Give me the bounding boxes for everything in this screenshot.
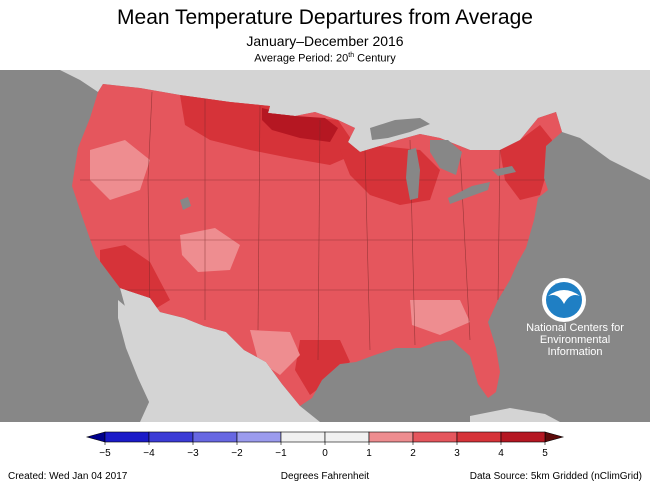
legend-tick-label: 3 — [454, 448, 460, 459]
lake-ontario — [492, 166, 516, 176]
legend-tick-label: −1 — [275, 448, 287, 459]
noaa-gull-icon — [548, 290, 580, 304]
legend-bin — [192, 431, 238, 443]
period-prefix: Average Period: 20 — [254, 52, 349, 65]
red-river-max-departure — [262, 108, 338, 142]
northeast-warm-area — [500, 125, 552, 200]
great-salt-lake — [180, 197, 191, 210]
cuba — [470, 408, 560, 422]
map-title: Mean Temperature Departures from Average — [117, 6, 533, 29]
temperature-departure-map: NOAA — [0, 70, 650, 422]
baja-peninsula — [118, 300, 160, 404]
color-legend: −5 −4 −3 −2 −1 0 1 2 3 4 5 — [85, 431, 565, 459]
southwest-warm-area — [100, 245, 170, 312]
ncei-line-2: Environmental — [539, 334, 611, 346]
southeast-cooler-area — [410, 300, 470, 335]
legend-tick-label: −4 — [143, 448, 155, 459]
map-subtitle: January–December 2016 — [246, 33, 404, 49]
ncei-line-3: Information — [547, 346, 603, 358]
legend-tick-label: 0 — [322, 448, 328, 459]
northern-plains-warm-band — [180, 95, 360, 165]
legend-tick-label: −2 — [231, 448, 243, 459]
legend-bin — [280, 431, 326, 443]
noaa-logo: NOAA — [542, 278, 586, 322]
legend-tick-label: 2 — [410, 448, 416, 459]
legend-bin — [236, 431, 282, 443]
legend-tick-label: 5 — [542, 448, 548, 459]
legend-bin — [412, 431, 458, 443]
central-rockies-cooler-area — [180, 228, 240, 272]
south-texas-cooler-area — [250, 330, 300, 375]
legend-tick-label: −5 — [99, 448, 111, 459]
legend-low-arrow — [85, 431, 106, 443]
noaa-logo-text: NOAA — [555, 284, 573, 290]
legend-tick-label: 1 — [366, 448, 372, 459]
ncei-name: National Centers for Environmental Infor… — [520, 322, 630, 358]
legend-bin — [368, 431, 414, 443]
legend-bin — [500, 431, 546, 443]
northwest-cooler-area — [90, 140, 150, 200]
data-source: Data Source: 5km Gridded (nClimGrid) — [469, 471, 642, 482]
gulf-coast-warm-area — [295, 340, 350, 395]
period-superscript: th — [348, 52, 355, 59]
canada-landmass — [60, 70, 650, 180]
legend-bin — [324, 431, 370, 443]
lake-huron — [430, 140, 462, 175]
created-date: Created: Wed Jan 04 2017 — [8, 471, 128, 482]
lake-michigan — [406, 148, 420, 200]
lake-superior — [370, 118, 430, 140]
legend-units: Degrees Fahrenheit — [280, 471, 370, 482]
legend-bin — [148, 431, 194, 443]
legend-tick-label: 4 — [498, 448, 504, 459]
period-suffix: Century — [354, 52, 396, 65]
legend-bin — [456, 431, 502, 443]
legend-tick-label: −3 — [187, 448, 199, 459]
state-borders — [80, 91, 550, 361]
average-period: Average Period: 20th Century — [0, 52, 650, 65]
ncei-line-1: National Centers for — [526, 322, 624, 334]
lake-erie — [448, 182, 490, 204]
legend-high-arrow — [544, 431, 565, 443]
mexico-landmass — [120, 288, 320, 422]
legend-bin — [104, 431, 150, 443]
